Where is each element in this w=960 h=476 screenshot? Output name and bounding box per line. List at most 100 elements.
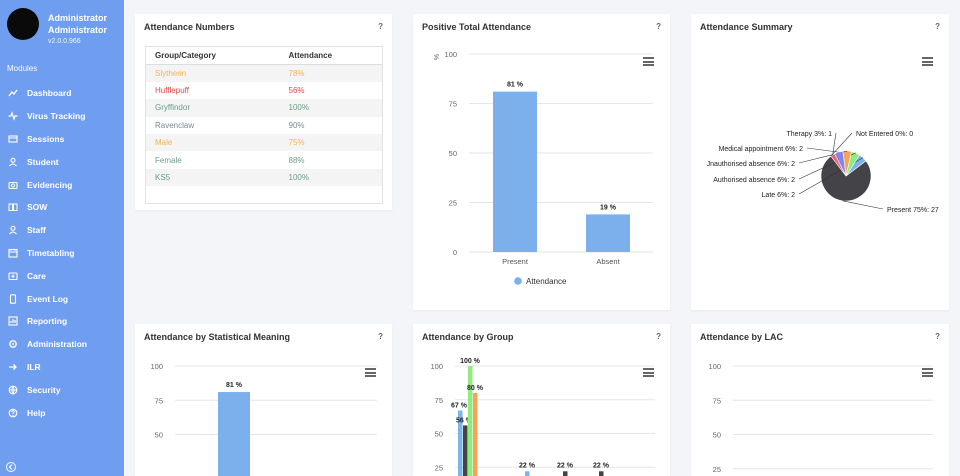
sidebar-item-ilr[interactable]: ILR bbox=[0, 356, 124, 379]
sidebar-item-help[interactable]: Help bbox=[0, 401, 124, 424]
pie-connector bbox=[830, 132, 853, 157]
phone-icon bbox=[8, 293, 18, 304]
card-title: Attendance by LAC bbox=[700, 332, 784, 342]
y-tick-label: 100 bbox=[708, 362, 721, 371]
pie-slice bbox=[820, 155, 872, 202]
chart-menu-icon[interactable] bbox=[643, 57, 654, 66]
report-icon bbox=[8, 316, 18, 326]
attendance-table: Group/Category Attendance Slytherin 78% Hu… bbox=[145, 46, 383, 205]
collapse-sidebar-icon[interactable] bbox=[6, 462, 16, 472]
student-icon bbox=[8, 157, 18, 167]
positive-total-chart: 0 25 50 75 100% 81 % Present 19 % Absent Attendan… bbox=[434, 50, 653, 286]
care-icon bbox=[8, 271, 18, 281]
attendance-cell: 90% bbox=[288, 120, 305, 130]
table-row: Female 88% bbox=[146, 151, 383, 168]
attendance-summary-pie: Present 75%: 27 Late 6%: 2 Authorised abse… bbox=[707, 131, 939, 214]
chart-menu-icon[interactable] bbox=[643, 368, 654, 377]
data-label: 81 % bbox=[507, 82, 524, 89]
sidebar: Administrator Administrator v2.0.0.966 M… bbox=[0, 0, 124, 476]
help-icon[interactable]: ? bbox=[656, 332, 661, 341]
chart-menu-icon[interactable] bbox=[922, 57, 933, 66]
group-cell: KS5 bbox=[145, 168, 280, 187]
sidebar-item-label: Security bbox=[27, 384, 61, 395]
user-profile[interactable]: Administrator Administrator v2.0.0.966 bbox=[0, 0, 124, 54]
sidebar-item-label: ILR bbox=[27, 361, 41, 372]
app-version: v2.0.0.966 bbox=[48, 38, 81, 45]
chart-menu-icon[interactable] bbox=[922, 368, 933, 377]
group-cell: Gryffindor bbox=[145, 99, 280, 117]
attendance-cell: 78% bbox=[279, 64, 383, 82]
data-label: 67 % bbox=[451, 403, 468, 410]
help-icon[interactable]: ? bbox=[378, 22, 383, 31]
attendance-cell: 75% bbox=[279, 134, 383, 152]
pie-label: Not Entered 0%: 0 bbox=[856, 131, 913, 138]
sidebar-item-administration[interactable]: Administration bbox=[0, 333, 124, 356]
legend-marker bbox=[514, 277, 522, 285]
table-header-row: Group/Category Attendance bbox=[145, 46, 383, 65]
bar bbox=[218, 392, 250, 476]
sidebar-item-label: SOW bbox=[27, 202, 48, 213]
attendance-cell: 100% bbox=[279, 99, 383, 117]
sidebar-item-label: Evidencing bbox=[27, 179, 73, 190]
y-tick-label: 50 bbox=[155, 431, 163, 440]
attendance-numbers-card: Attendance Numbers ? Group/Category Atte… bbox=[135, 14, 392, 210]
sidebar-item-event-log[interactable]: Event Log bbox=[0, 287, 124, 310]
calendar-icon bbox=[8, 248, 18, 258]
sidebar-item-care[interactable]: Care bbox=[0, 264, 124, 287]
sidebar-nav: Dashboard Virus Tracking Sessions Student Ev… bbox=[0, 82, 124, 424]
statistical-meaning-chart: 50 75 100 81 % bbox=[150, 362, 377, 476]
help-icon[interactable]: ? bbox=[935, 22, 940, 31]
attendance-by-group-chart: 25 50 75 100 67 % 56 % 100 % 80 % 22 % 22 % 22 % bbox=[430, 358, 655, 476]
arrow-right-icon bbox=[8, 362, 18, 372]
pie-connector bbox=[842, 200, 884, 210]
group-cell: Hufflepuff bbox=[155, 86, 189, 96]
pie-connector bbox=[832, 132, 837, 155]
avatar[interactable] bbox=[7, 8, 39, 40]
chart-menu-icon[interactable] bbox=[365, 368, 376, 377]
help-icon[interactable]: ? bbox=[378, 332, 383, 341]
group-cell: Male bbox=[145, 134, 280, 152]
empty-cell bbox=[280, 186, 383, 203]
legend-label: Attendance bbox=[526, 277, 567, 286]
sidebar-item-evidencing[interactable]: Evidencing bbox=[0, 173, 124, 196]
sidebar-item-sessions[interactable]: Sessions bbox=[0, 128, 124, 151]
y-tick-label: 75 bbox=[435, 396, 443, 405]
column-header: Group/Category bbox=[145, 46, 280, 65]
sidebar-item-security[interactable]: Security bbox=[0, 378, 124, 401]
sidebar-item-label: Reporting bbox=[27, 316, 68, 327]
help-icon[interactable]: ? bbox=[656, 22, 661, 31]
group-cell: Slytherin bbox=[145, 64, 280, 82]
y-tick-label: 25 bbox=[713, 465, 721, 474]
sidebar-item-staff[interactable]: Staff bbox=[0, 219, 124, 242]
bar bbox=[468, 366, 473, 476]
attendance-by-group-card: Attendance by Group ? 25 50 75 100 67 % 56 % 1… bbox=[413, 324, 670, 476]
sidebar-item-virus-tracking[interactable]: Virus Tracking bbox=[0, 105, 124, 128]
card-title: Attendance Numbers bbox=[144, 22, 235, 32]
sidebar-item-label: Dashboard bbox=[27, 88, 72, 99]
y-tick-label: 50 bbox=[435, 430, 443, 439]
table-row: KS5 100% bbox=[145, 168, 383, 187]
sidebar-item-label: Event Log bbox=[27, 293, 69, 304]
y-tick-label: 75 bbox=[713, 396, 721, 405]
bar-present bbox=[493, 91, 537, 253]
data-label: 81 % bbox=[226, 382, 243, 389]
gear-icon bbox=[8, 339, 18, 349]
sidebar-item-sow[interactable]: SOW bbox=[0, 196, 124, 219]
sidebar-item-dashboard[interactable]: Dashboard bbox=[0, 82, 124, 105]
dashboard-icon bbox=[8, 88, 18, 98]
y-tick-label: 75 bbox=[449, 100, 457, 109]
help-icon bbox=[8, 408, 18, 418]
bar bbox=[463, 425, 468, 476]
attendance-cell: 88% bbox=[288, 155, 305, 165]
book-icon bbox=[8, 202, 18, 212]
data-label: 22 % bbox=[519, 462, 536, 469]
pie-label: Authorised absence 6%: 2 bbox=[713, 177, 795, 184]
data-label: 56 % bbox=[456, 417, 473, 424]
sidebar-item-student[interactable]: Student bbox=[0, 150, 124, 173]
bar bbox=[563, 471, 568, 476]
data-label: 100 % bbox=[460, 358, 481, 365]
sidebar-item-reporting[interactable]: Reporting bbox=[0, 310, 124, 333]
sidebar-item-timetabling[interactable]: Timetabling bbox=[0, 242, 124, 265]
help-icon[interactable]: ? bbox=[935, 332, 940, 341]
column-header: Attendance bbox=[279, 46, 383, 65]
